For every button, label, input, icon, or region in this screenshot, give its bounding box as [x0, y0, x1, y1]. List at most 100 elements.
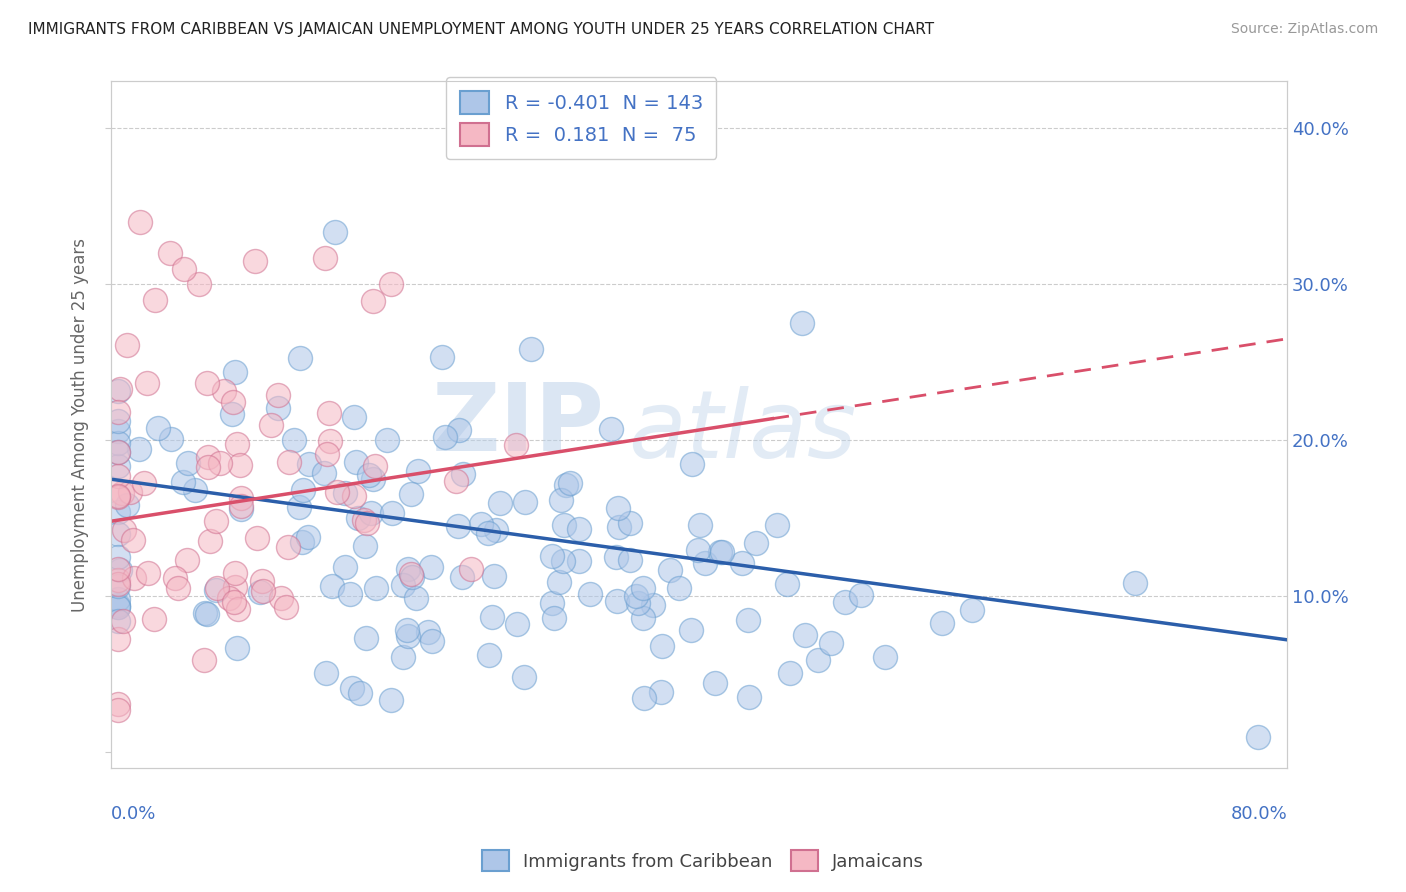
Point [396, 562, 419, 576]
Point [111, 614, 134, 628]
Point [107, 445, 129, 459]
Point [321, 579, 343, 593]
Point [250, 574, 273, 588]
Point [820, 636, 842, 650]
Point [107, 458, 129, 473]
Point [420, 634, 443, 648]
Point [406, 464, 429, 478]
Point [478, 648, 501, 663]
Point [197, 450, 219, 465]
Point [260, 417, 283, 432]
Point [347, 511, 370, 525]
Point [555, 478, 578, 492]
Point [173, 261, 195, 276]
Point [605, 549, 627, 564]
Point [543, 610, 565, 624]
Point [873, 650, 896, 665]
Point [122, 571, 145, 585]
Point [146, 420, 169, 434]
Point [704, 676, 727, 690]
Point [292, 483, 315, 498]
Point [108, 563, 131, 577]
Point [834, 595, 856, 609]
Point [375, 433, 398, 447]
Point [314, 466, 336, 480]
Point [851, 588, 873, 602]
Point [631, 611, 654, 625]
Point [121, 533, 143, 548]
Point [470, 517, 492, 532]
Point [651, 639, 673, 653]
Point [354, 631, 377, 645]
Point [380, 692, 402, 706]
Point [159, 246, 181, 260]
Point [118, 484, 141, 499]
Point [135, 376, 157, 390]
Point [361, 472, 384, 486]
Point [391, 649, 413, 664]
Point [228, 602, 250, 616]
Text: 80.0%: 80.0% [1230, 805, 1286, 823]
Point [779, 666, 801, 681]
Point [274, 600, 297, 615]
Point [132, 476, 155, 491]
Point [744, 536, 766, 550]
Point [447, 519, 470, 533]
Point [380, 277, 402, 291]
Point [606, 594, 628, 608]
Point [430, 350, 453, 364]
Point [356, 516, 378, 530]
Point [737, 613, 759, 627]
Point [931, 615, 953, 630]
Point [107, 599, 129, 614]
Point [626, 590, 648, 604]
Point [107, 579, 129, 593]
Point [205, 581, 228, 595]
Point [1123, 576, 1146, 591]
Text: ZIP: ZIP [432, 378, 605, 471]
Point [107, 599, 129, 613]
Point [519, 342, 541, 356]
Point [218, 591, 240, 605]
Point [252, 584, 274, 599]
Point [277, 540, 299, 554]
Point [229, 491, 252, 505]
Point [166, 581, 188, 595]
Point [172, 475, 194, 489]
Point [107, 505, 129, 519]
Point [553, 554, 575, 568]
Point [108, 382, 131, 396]
Point [224, 566, 246, 581]
Text: IMMIGRANTS FROM CARIBBEAN VS JAMAICAN UNEMPLOYMENT AMONG YOUTH UNDER 25 YEARS CO: IMMIGRANTS FROM CARIBBEAN VS JAMAICAN UN… [28, 22, 934, 37]
Point [688, 543, 710, 558]
Point [405, 591, 427, 605]
Point [315, 665, 337, 680]
Point [115, 338, 138, 352]
Point [340, 681, 363, 696]
Point [444, 475, 467, 489]
Point [333, 485, 356, 500]
Point [353, 513, 375, 527]
Point [267, 388, 290, 402]
Point [177, 457, 200, 471]
Point [579, 587, 602, 601]
Point [481, 609, 503, 624]
Point [290, 351, 312, 366]
Point [143, 293, 166, 307]
Point [600, 422, 623, 436]
Point [107, 490, 129, 504]
Point [558, 475, 581, 490]
Point [333, 560, 356, 574]
Text: atlas: atlas [628, 386, 856, 477]
Point [107, 577, 129, 591]
Point [568, 554, 591, 568]
Point [107, 703, 129, 717]
Point [668, 582, 690, 596]
Point [115, 498, 138, 512]
Point [790, 316, 813, 330]
Point [110, 486, 132, 500]
Point [364, 458, 387, 473]
Point [416, 624, 439, 639]
Point [193, 652, 215, 666]
Point [129, 215, 152, 229]
